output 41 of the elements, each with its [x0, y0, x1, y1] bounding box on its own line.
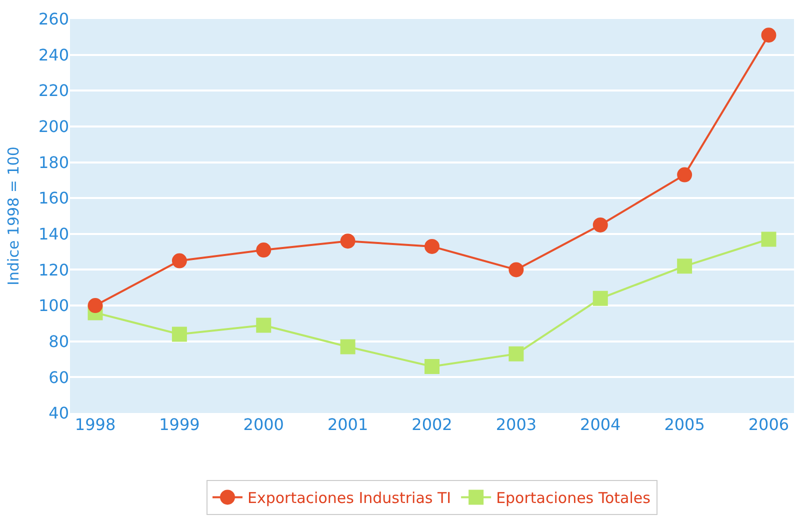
point: [592, 290, 608, 306]
x-tick-label: 2003: [496, 415, 537, 434]
point: [761, 28, 776, 43]
point: [172, 253, 187, 268]
point: [677, 167, 692, 182]
y-tick-label: 260: [38, 10, 69, 29]
x-tick-label: 1999: [159, 415, 200, 434]
point: [761, 232, 776, 247]
x-tick-label: 2002: [412, 415, 452, 434]
y-tick-label: 220: [38, 81, 69, 100]
y-tick-label: 160: [38, 188, 69, 208]
y-tick-label: 120: [38, 260, 69, 280]
y-tick-label: 140: [38, 224, 69, 244]
x-tick-label: 2004: [580, 415, 621, 434]
point: [256, 242, 272, 258]
point: [508, 346, 524, 362]
x-tick-label: 2000: [243, 415, 284, 434]
point: [592, 217, 608, 232]
y-tick-label: 240: [38, 45, 69, 64]
legend-label: Exportaciones Industrias TI: [248, 489, 452, 508]
legend-label: Eportaciones Totales: [496, 489, 651, 508]
point: [256, 318, 272, 333]
point: [172, 326, 187, 342]
y-tick-label: 100: [38, 296, 69, 316]
y-tick-label: 60: [48, 368, 69, 387]
point: [677, 258, 692, 274]
x-tick-label: 2005: [664, 415, 705, 434]
point: [424, 238, 440, 254]
y-axis-title: Indice 1998 = 100: [4, 146, 23, 286]
y-tick-label: 80: [48, 332, 69, 351]
point: [508, 262, 524, 278]
point: [340, 339, 356, 354]
y-tick-label: 40: [48, 404, 69, 423]
point: [424, 358, 440, 374]
point: [340, 234, 356, 249]
y-tick-label: 200: [38, 117, 69, 136]
x-tick-label: 1998: [74, 415, 116, 434]
x-tick-label: 2001: [327, 415, 368, 434]
point: [88, 298, 103, 314]
x-tick-label: 2006: [748, 415, 790, 434]
y-tick-label: 180: [38, 152, 69, 172]
